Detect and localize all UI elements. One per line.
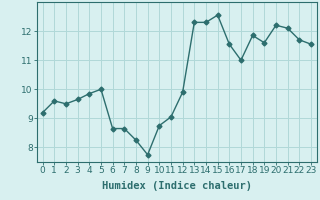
X-axis label: Humidex (Indice chaleur): Humidex (Indice chaleur): [102, 181, 252, 191]
